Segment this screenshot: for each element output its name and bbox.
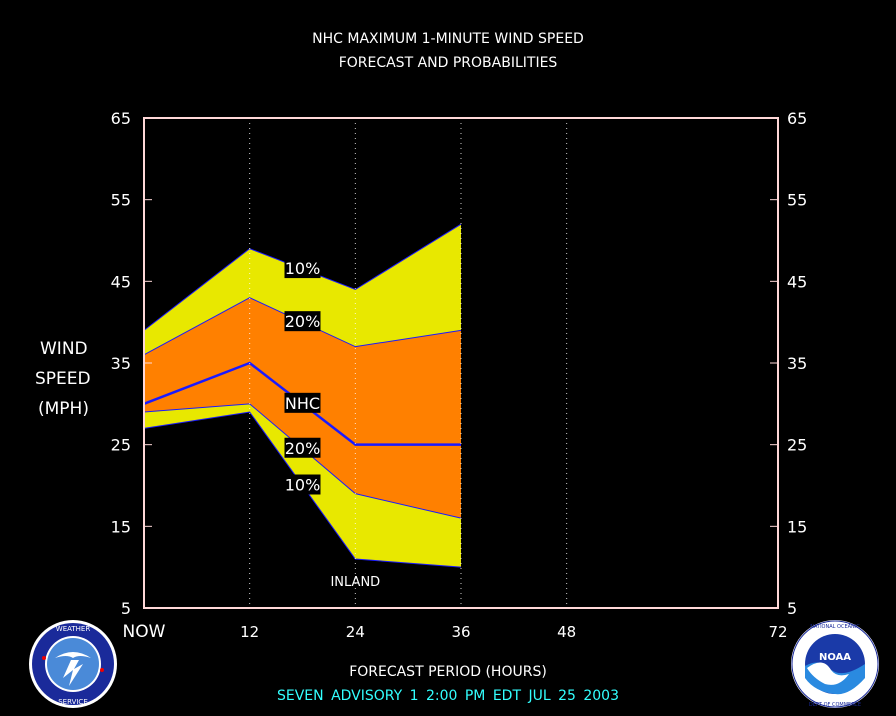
- inland-annotation: INLAND: [330, 575, 380, 590]
- y-tick-label-right: 45: [787, 272, 807, 291]
- y-tick-label-right: 15: [787, 517, 807, 536]
- annotation-label-bg: [284, 258, 321, 279]
- y-tick-label-left: 45: [111, 272, 131, 291]
- nws-logo: WEATHER SERVICE: [29, 620, 117, 708]
- y-tick-label-right: 55: [787, 191, 807, 210]
- svg-text:SERVICE: SERVICE: [58, 698, 88, 706]
- y-tick-label-left: 65: [111, 109, 131, 128]
- probability-annotation: 20%: [285, 312, 321, 331]
- y-tick-label-left: 55: [111, 191, 131, 210]
- y-axis-label-line-2: SPEED: [35, 369, 91, 389]
- advisory-footer: SEVEN ADVISORY 1 2:00 PM EDT JUL 25 2003: [276, 688, 619, 704]
- y-tick-label-left: 5: [121, 599, 131, 618]
- probability-annotation: 10%: [285, 259, 321, 278]
- x-tick-label: 48: [557, 623, 576, 641]
- chart-title: NHC MAXIMUM 1-MINUTE WIND SPEED: [312, 31, 584, 47]
- x-axis-label: FORECAST PERIOD (HOURS): [349, 664, 547, 680]
- probability-annotation: NHC: [285, 394, 320, 413]
- svg-text:NOAA: NOAA: [819, 652, 851, 663]
- y-tick-label-right: 5: [787, 599, 797, 618]
- y-tick-label-left: 35: [111, 354, 131, 373]
- y-tick-label-right: 35: [787, 354, 807, 373]
- x-tick-label: 72: [768, 623, 787, 641]
- annotation-label-bg: [284, 392, 321, 413]
- noaa-logo: NOAA NATIONAL OCEANIC DEPT OF COMMERCE: [791, 620, 879, 708]
- y-axis-label-line-3: (MPH): [38, 399, 89, 419]
- chart-subtitle: FORECAST AND PROBABILITIES: [338, 55, 558, 71]
- annotation-label-bg: [284, 474, 321, 495]
- annotation-label-bg: [284, 437, 321, 458]
- y-tick-label-right: 65: [787, 109, 807, 128]
- x-tick-label: 24: [346, 623, 365, 641]
- y-axis-label-line-1: WIND: [40, 339, 88, 359]
- x-tick-label: 12: [240, 623, 259, 641]
- probability-annotation: 20%: [285, 439, 321, 458]
- y-tick-label-left: 15: [111, 517, 131, 536]
- annotation-label-bg: [284, 311, 321, 332]
- svg-text:NATIONAL OCEANIC: NATIONAL OCEANIC: [810, 624, 860, 630]
- y-tick-label-left: 25: [111, 436, 131, 455]
- x-tick-label: NOW: [123, 622, 166, 642]
- svg-text:DEPT OF COMMERCE: DEPT OF COMMERCE: [809, 702, 861, 708]
- y-tick-label-right: 25: [787, 436, 807, 455]
- probability-annotation: 10%: [285, 476, 321, 495]
- svg-text:WEATHER: WEATHER: [56, 625, 91, 633]
- x-tick-label: 36: [451, 623, 470, 641]
